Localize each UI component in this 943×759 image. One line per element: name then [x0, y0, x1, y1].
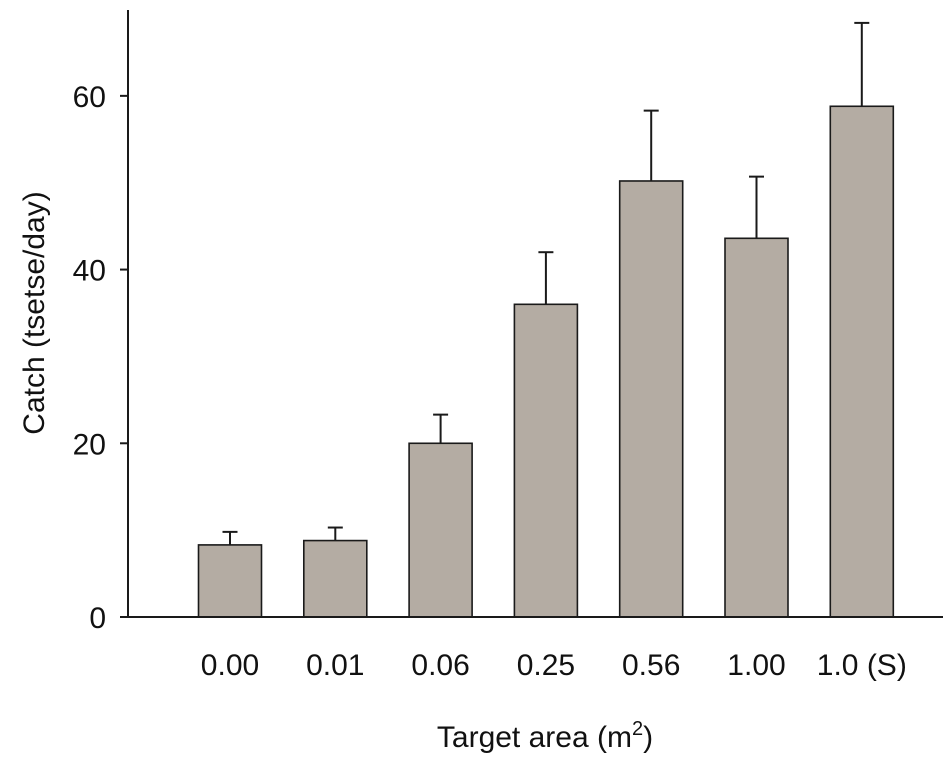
x-tick-label: 0.00 — [201, 649, 259, 682]
bar — [725, 238, 788, 617]
error-bar — [328, 528, 343, 541]
bar — [514, 304, 577, 617]
x-tick-label: 0.06 — [411, 649, 469, 682]
bar — [620, 181, 683, 617]
x-tick-label: 1.00 — [727, 649, 785, 682]
y-tick-label: 40 — [73, 255, 106, 288]
error-bar — [538, 252, 553, 304]
error-bar — [433, 415, 448, 444]
bar — [304, 541, 367, 617]
plot-area — [199, 23, 894, 617]
bar — [830, 106, 893, 617]
x-tick-label: 0.01 — [306, 649, 364, 682]
bar — [199, 545, 262, 617]
error-bar — [223, 532, 238, 545]
x-tick-label: 1.0 (S) — [817, 649, 907, 682]
y-tick-label: 60 — [73, 81, 106, 114]
error-bar — [854, 23, 869, 106]
error-bar — [749, 177, 764, 239]
x-tick-label: 0.25 — [517, 649, 575, 682]
y-axis-ticks: 0 20 40 60 — [73, 81, 128, 635]
error-bar — [644, 111, 659, 181]
y-tick-label: 0 — [89, 602, 106, 635]
x-axis-ticks: 0.00 0.01 0.06 0.25 0.56 1.00 1.0 (S) — [201, 649, 907, 682]
y-tick-label: 20 — [73, 428, 106, 461]
y-axis-title: Catch (tsetse/day) — [18, 191, 51, 434]
bar — [409, 443, 472, 617]
x-axis-title: Target area (m2) — [437, 718, 653, 754]
x-tick-label: 0.56 — [622, 649, 680, 682]
